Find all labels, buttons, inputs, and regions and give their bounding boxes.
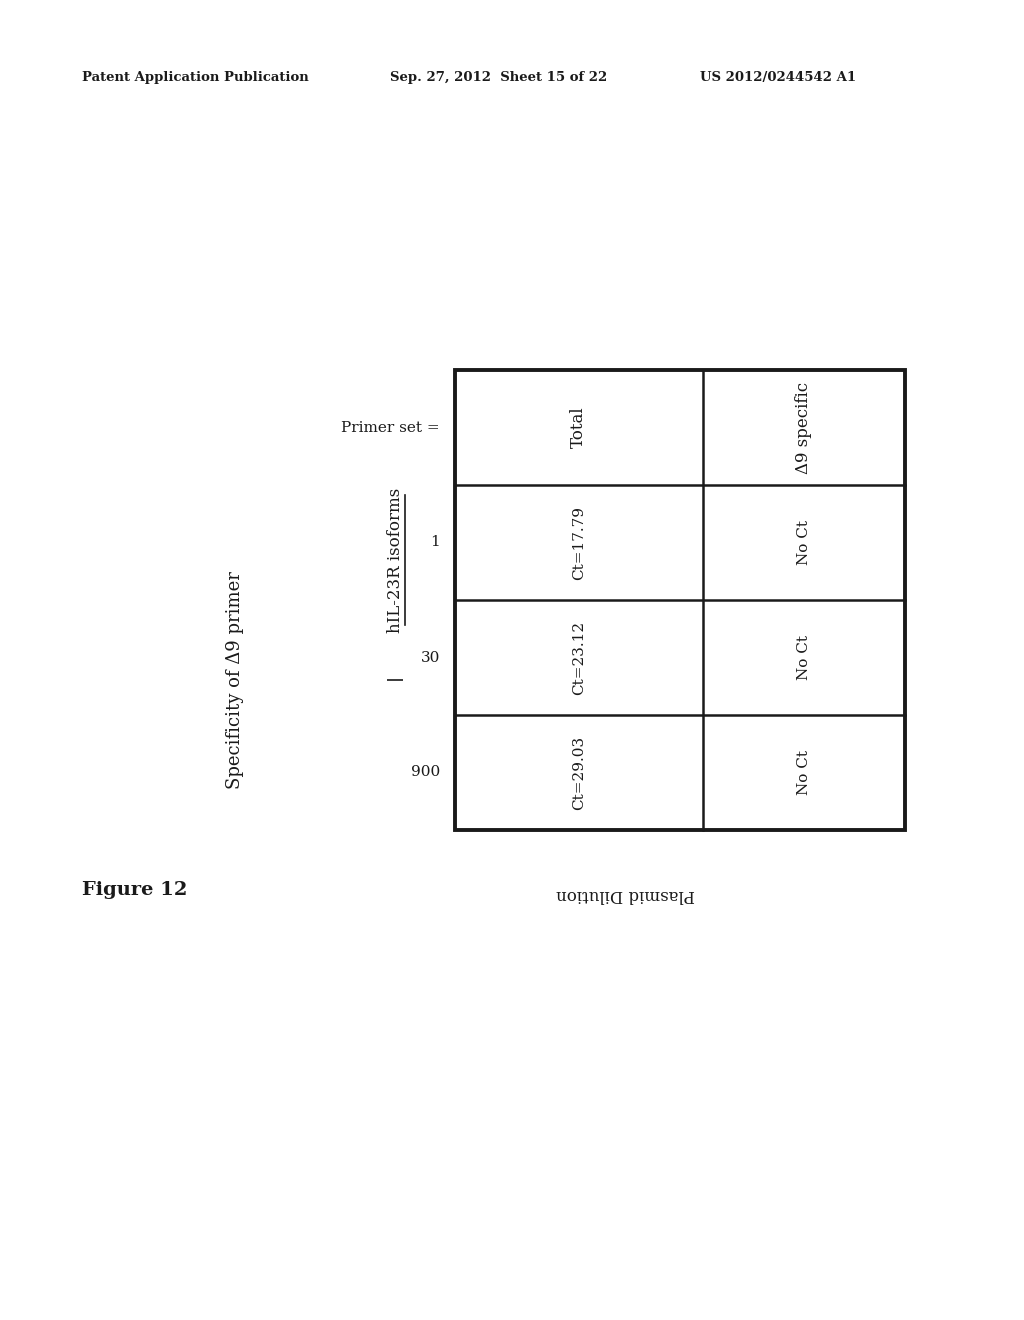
Text: No Ct: No Ct bbox=[797, 750, 811, 795]
Text: 1: 1 bbox=[430, 536, 440, 549]
Text: Patent Application Publication: Patent Application Publication bbox=[82, 71, 309, 84]
Text: hIL-23R isoforms: hIL-23R isoforms bbox=[386, 487, 403, 632]
Text: Total: Total bbox=[570, 407, 587, 449]
Text: No Ct: No Ct bbox=[797, 520, 811, 565]
Text: Plasmid Dilution: Plasmid Dilution bbox=[557, 887, 695, 903]
Text: Ct=17.79: Ct=17.79 bbox=[571, 506, 586, 579]
Text: Figure 12: Figure 12 bbox=[82, 880, 187, 899]
Text: Ct=23.12: Ct=23.12 bbox=[571, 620, 586, 694]
Text: Primer set =: Primer set = bbox=[341, 421, 440, 434]
Text: Ct=29.03: Ct=29.03 bbox=[571, 735, 586, 809]
Text: 30: 30 bbox=[421, 651, 440, 664]
Text: 900: 900 bbox=[411, 766, 440, 780]
Text: Sep. 27, 2012  Sheet 15 of 22: Sep. 27, 2012 Sheet 15 of 22 bbox=[390, 71, 607, 84]
Text: No Ct: No Ct bbox=[797, 635, 811, 680]
Text: US 2012/0244542 A1: US 2012/0244542 A1 bbox=[700, 71, 856, 84]
Text: Specificity of Δ9 primer: Specificity of Δ9 primer bbox=[226, 572, 244, 789]
Bar bbox=[455, 370, 905, 830]
Text: Δ9 specific: Δ9 specific bbox=[796, 381, 812, 474]
